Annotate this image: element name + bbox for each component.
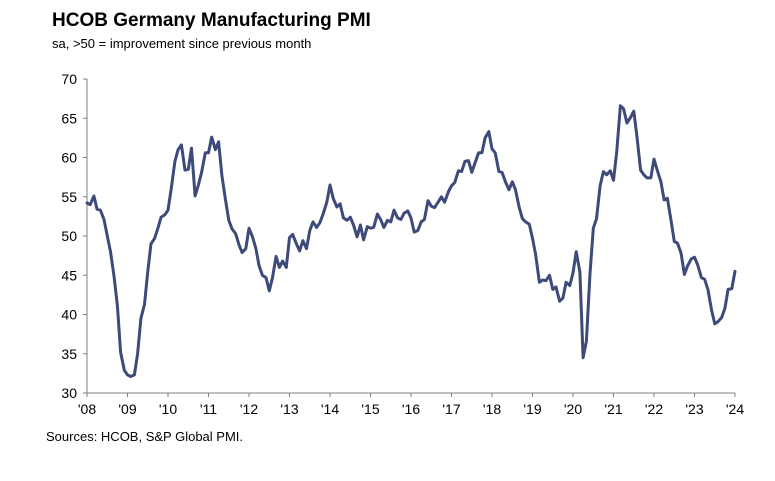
y-tick-label: 40 <box>61 307 77 323</box>
x-tick-label: '21 <box>604 401 622 417</box>
tick-labels: 30 35 40 45 50 55 60 65 70 '08 '09 '10 '11 '12 '13 '14 '… <box>61 71 744 417</box>
x-tick-label: '08 <box>78 401 96 417</box>
chart-subtitle: sa, >50 = improvement since previous mon… <box>52 36 312 51</box>
series <box>85 104 737 378</box>
axes <box>83 78 736 397</box>
x-tick-label: '09 <box>118 401 136 417</box>
x-tick-label: '16 <box>402 401 420 417</box>
y-tick-label: 60 <box>61 150 77 166</box>
x-tick-label: '19 <box>523 401 541 417</box>
y-tick-label: 45 <box>61 267 77 283</box>
y-tick-label: 35 <box>61 346 77 362</box>
y-tick-label: 55 <box>61 189 77 205</box>
x-tick-label: '13 <box>280 401 298 417</box>
x-tick-label: '14 <box>321 401 339 417</box>
x-tick-label: '10 <box>159 401 177 417</box>
x-tick-label: '15 <box>361 401 379 417</box>
x-tick-label: '12 <box>240 401 258 417</box>
x-tick-label: '18 <box>483 401 501 417</box>
y-tick-label: 65 <box>61 110 77 126</box>
pmi-series-line <box>85 104 737 378</box>
y-tick-label: 70 <box>61 71 77 87</box>
x-tick-label: '17 <box>442 401 460 417</box>
source-note: Sources: HCOB, S&P Global PMI. <box>46 429 243 444</box>
x-tick-label: '11 <box>200 401 217 417</box>
x-tick-label: '20 <box>564 401 582 417</box>
chart-title: HCOB Germany Manufacturing PMI <box>52 10 371 31</box>
y-tick-label: 50 <box>61 228 77 244</box>
y-tick-label: 30 <box>61 385 77 401</box>
x-tick-label: '22 <box>645 401 663 417</box>
x-tick-label: '23 <box>685 401 703 417</box>
x-tick-label: '24 <box>726 401 744 417</box>
